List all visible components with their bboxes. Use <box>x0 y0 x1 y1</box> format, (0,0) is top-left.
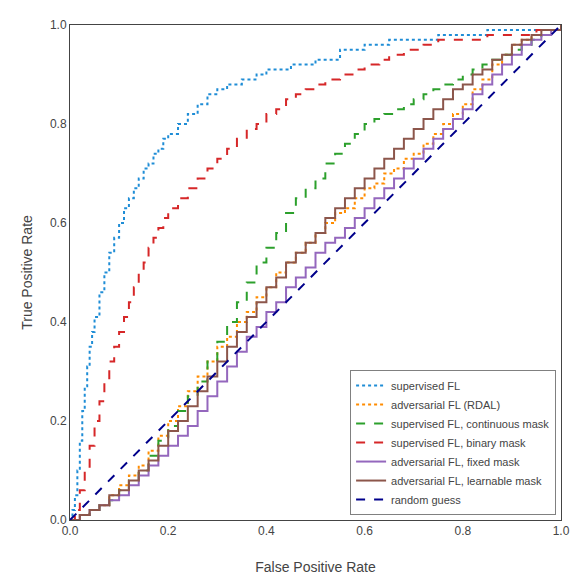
svg-text:0.6: 0.6 <box>50 216 67 230</box>
svg-text:0.4: 0.4 <box>50 315 67 329</box>
svg-text:0.4: 0.4 <box>258 524 275 538</box>
svg-text:supervised FL, continuous mask: supervised FL, continuous mask <box>391 418 549 430</box>
svg-text:0.0: 0.0 <box>62 524 79 538</box>
svg-text:adversarial FL (RDAL): adversarial FL (RDAL) <box>391 399 500 411</box>
svg-text:0.2: 0.2 <box>50 414 67 428</box>
svg-text:0.8: 0.8 <box>454 524 471 538</box>
svg-text:0.0: 0.0 <box>50 513 67 527</box>
svg-text:1.0: 1.0 <box>553 524 570 538</box>
svg-text:adversarial FL, fixed mask: adversarial FL, fixed mask <box>391 456 520 468</box>
svg-text:0.2: 0.2 <box>160 524 177 538</box>
svg-text:supervised FL: supervised FL <box>391 380 460 392</box>
svg-text:True Positive Rate: True Positive Rate <box>19 215 35 330</box>
svg-text:random guess: random guess <box>391 494 461 506</box>
svg-text:1.0: 1.0 <box>50 18 67 32</box>
svg-text:adversarial FL, learnable mask: adversarial FL, learnable mask <box>391 475 542 487</box>
svg-text:False Positive Rate: False Positive Rate <box>255 559 376 575</box>
svg-text:supervised FL, binary mask: supervised FL, binary mask <box>391 437 526 449</box>
svg-text:0.6: 0.6 <box>356 524 373 538</box>
svg-text:0.8: 0.8 <box>50 117 67 131</box>
